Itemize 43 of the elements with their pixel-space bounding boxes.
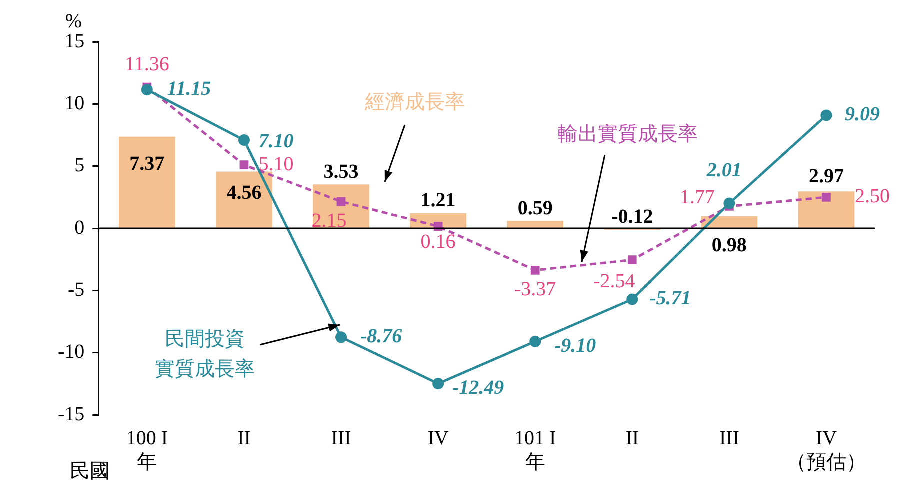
data-label: 1.21 (420, 190, 456, 212)
data-label: 1.77 (680, 186, 715, 209)
data-label: 5.10 (258, 153, 294, 176)
data-label: -5.71 (650, 288, 692, 310)
text: 民間投資實質成長率 (155, 328, 255, 380)
data-label: -0.12 (612, 206, 654, 228)
data-label: 9.09 (844, 104, 880, 126)
data-label: -12.49 (452, 376, 504, 399)
data-label: -9.10 (554, 334, 596, 357)
y-tick-label: -5 (68, 278, 85, 301)
y-axis-title: % (65, 10, 82, 32)
x-tick-label: III (331, 427, 352, 450)
x-tick-label: II (238, 427, 251, 450)
data-label: 0.16 (420, 230, 456, 253)
y-tick-label: -10 (58, 341, 85, 364)
data-label: 7.37 (130, 153, 165, 176)
data-label: -8.76 (360, 326, 402, 348)
x-tick-label: III (719, 427, 740, 450)
data-label: 3.53 (324, 160, 359, 183)
x-tick-label: 101 I 年 (514, 427, 556, 474)
data-label: 0.98 (712, 234, 747, 256)
data-label: 11.15 (167, 78, 212, 100)
data-label: -3.37 (514, 278, 556, 301)
text: 經濟成長率 (364, 91, 465, 114)
data-label: 2.50 (854, 186, 890, 208)
data-label: -2.54 (594, 270, 636, 292)
data-label: 7.10 (258, 130, 294, 152)
data-label: 0.59 (518, 197, 553, 220)
text: 民國 (70, 460, 110, 482)
x-tick-label: II (626, 427, 640, 450)
y-tick-label: 15 (64, 30, 85, 52)
x-tick-label: 100 I 年 (126, 427, 168, 474)
x-tick-label: IV （預估） (786, 427, 866, 474)
text: 輸出實質成長率 (558, 123, 698, 146)
x-tick-label: IV (428, 427, 450, 450)
y-tick-label: 10 (64, 92, 85, 114)
data-label: 4.56 (226, 182, 262, 204)
data-label: 2.97 (808, 166, 844, 188)
data-label: 2.01 (706, 160, 742, 182)
data-label: 11.36 (125, 54, 170, 76)
y-tick-label: -15 (58, 403, 85, 426)
y-tick-label: 0 (74, 216, 85, 239)
y-tick-label: 5 (74, 154, 85, 177)
